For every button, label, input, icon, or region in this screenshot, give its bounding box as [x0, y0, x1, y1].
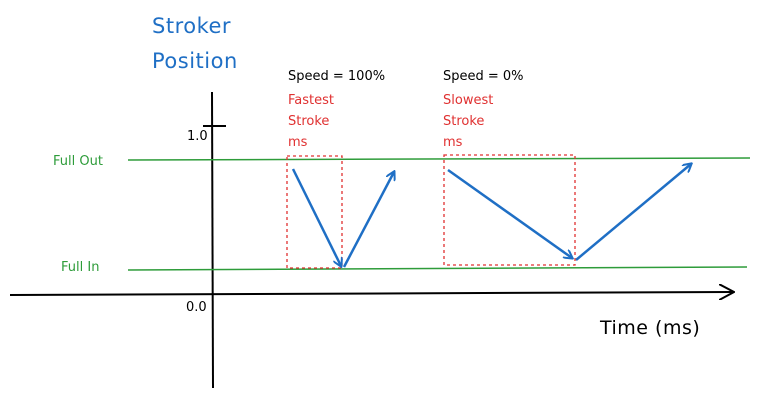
slow-stroke-highlight-box [443, 154, 576, 266]
slow-speed-label: Speed = 0% [443, 69, 524, 84]
chart-title-line2: Position [152, 49, 238, 73]
fast-stroke-highlight-box [286, 155, 343, 269]
full-in-label: Full In [61, 260, 99, 275]
fast-label-line3: ms [288, 135, 308, 150]
fast-stroke-in-arrow [291, 168, 341, 266]
slow-label-line3: ms [443, 135, 463, 150]
slow-stroke-out-arrow [575, 164, 691, 261]
fast-stroke-out-arrow [342, 172, 394, 268]
slow-stroke-in-arrow [447, 168, 572, 258]
x-axis [9, 292, 733, 295]
full-out-line [127, 157, 751, 161]
fast-label-line2: Stroke [288, 114, 329, 129]
y-tick-label-1: 1.0 [187, 129, 208, 144]
origin-label: 0.0 [186, 300, 207, 315]
fast-label-line1: Fastest [288, 93, 334, 108]
slow-label-line1: Slowest [443, 93, 493, 108]
y-axis [211, 91, 214, 389]
full-in-line [127, 266, 748, 271]
x-axis-label: Time (ms) [599, 317, 700, 339]
chart-title-line1: Stroker [152, 14, 231, 38]
slow-label-line2: Stroke [443, 114, 484, 129]
fast-speed-label: Speed = 100% [288, 69, 385, 84]
full-out-label: Full Out [53, 154, 103, 169]
